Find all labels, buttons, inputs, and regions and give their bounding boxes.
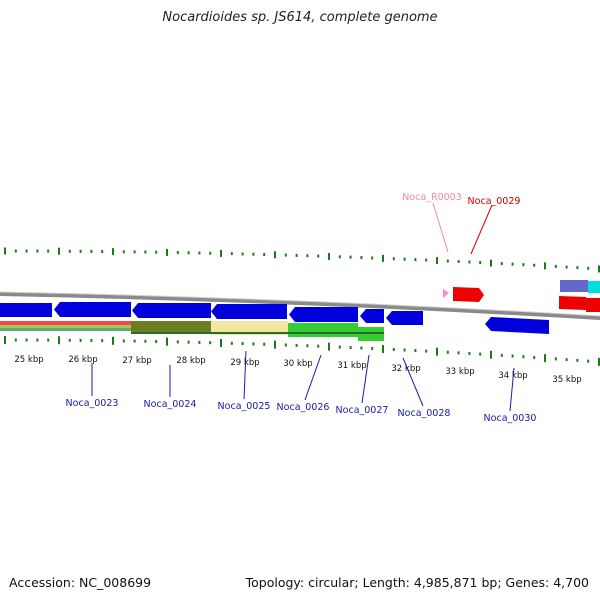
rna-arrow-noca-r0003 [443,289,449,298]
kbp-label: 31 kbp [337,361,366,371]
kbp-label: 32 kbp [391,364,420,374]
gene-arrow-noca-0025 [211,304,287,319]
top-tick-row [4,247,600,273]
feature-green-1 [288,323,358,337]
gene-label-noca-0025: Noca_0025 [218,401,271,412]
gene-arrow-red-2 [559,296,586,310]
topology-text: Topology: circular; Length: 4,985,871 bp… [245,575,589,590]
gene-arrow-noca-0029 [453,287,484,302]
kbp-label: 27 kbp [122,356,151,366]
gene-arrows-red[interactable] [443,281,600,312]
genome-backbone [0,292,600,320]
gene-arrow-noca-0027 [360,309,384,323]
gene-label-noca-0029: Noca_0029 [468,196,521,207]
gene-arrow-noca-0024 [132,303,211,318]
gene-labels[interactable]: Noca_R0003 Noca_0029 Noca_0023 Noca_0024… [66,192,537,424]
gene-arrow-noca-0030 [485,317,549,334]
gene-label-noca-0026: Noca_0026 [277,402,330,413]
gene-label-noca-0023: Noca_0023 [66,398,119,409]
gene-arrow-cyan [588,281,600,293]
gene-arrow-noca-0028 [386,311,423,325]
gene-label-noca-0027: Noca_0027 [336,405,389,416]
kbp-label: 28 kbp [176,356,205,366]
gene-arrow-noca-0023 [54,302,131,317]
kbp-label: 25 kbp [14,355,43,365]
kbp-label: 35 kbp [552,375,581,385]
gene-label-noca-0028: Noca_0028 [398,408,451,419]
kbp-scale: 25 kbp 26 kbp 27 kbp 28 kbp 29 kbp 30 kb… [14,355,581,385]
kbp-label: 33 kbp [445,367,474,377]
kbp-label: 30 kbp [283,359,312,369]
accession-text: Accession: NC_008699 [9,575,152,590]
gene-arrow-noca-0026 [289,307,358,322]
map-title: Nocardioides sp. JS614, complete genome [162,10,438,25]
gene-arrow-violet [560,280,588,292]
kbp-label: 26 kbp [68,355,97,365]
feature-yellow [211,321,288,335]
leader-lines [91,202,515,412]
genome-backbone-highlight [0,291,600,317]
feature-track [0,321,384,341]
gene-arrow-1 [0,303,52,317]
gene-arrows-blue[interactable] [0,280,588,334]
gene-label-noca-0030: Noca_0030 [484,413,537,424]
feature-olive [131,321,211,334]
gene-label-noca-r0003: Noca_R0003 [402,192,462,203]
gene-label-noca-0024: Noca_0024 [144,399,197,410]
bottom-tick-row [4,336,600,366]
